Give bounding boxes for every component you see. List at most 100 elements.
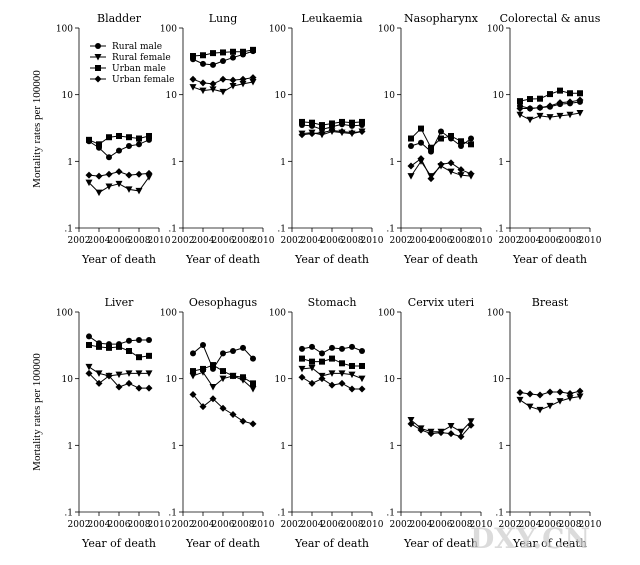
- legend-label: Rural female: [112, 53, 171, 63]
- x-axis-label: Year of death: [403, 537, 478, 550]
- x-tick-label: 2008: [450, 520, 473, 530]
- y-tick-label: .1: [386, 509, 395, 519]
- data-point: [220, 57, 226, 64]
- data-point: [115, 371, 123, 379]
- data-point: [447, 168, 455, 176]
- y-tick-label: 1: [67, 158, 73, 168]
- series-rural-female: [516, 393, 584, 414]
- data-point: [219, 88, 227, 96]
- data-point: [319, 358, 325, 365]
- y-tick-label: 1: [171, 158, 177, 168]
- y-tick-label: 1: [389, 158, 395, 168]
- data-point: [348, 129, 356, 137]
- panel-title: Breast: [532, 296, 569, 309]
- x-tick-label: 2004: [88, 520, 111, 530]
- x-tick-label: 2008: [341, 520, 364, 530]
- data-point: [200, 365, 206, 372]
- data-point: [407, 416, 415, 424]
- data-point: [230, 372, 236, 379]
- data-point: [408, 135, 414, 142]
- y-tick-label: 10: [275, 375, 287, 385]
- x-tick-label: 2010: [579, 236, 602, 246]
- y-axis-label-top: Mortality rates per 100000: [31, 70, 43, 188]
- y-tick-label: .1: [277, 225, 286, 235]
- y-tick-label: .1: [495, 225, 504, 235]
- series-urban-male: [299, 355, 365, 369]
- panel-title: Liver: [105, 296, 135, 309]
- x-tick-label: 2004: [192, 520, 215, 530]
- y-axis-label-bottom: Mortality rates per 100000: [31, 353, 43, 471]
- y-tick-label: 100: [487, 25, 504, 35]
- series-urban-female: [85, 369, 153, 392]
- panels-group: Bladder.111010020022004200620082010Year …: [56, 12, 602, 550]
- data-point: [537, 95, 543, 102]
- data-point: [95, 189, 103, 197]
- data-point: [577, 90, 583, 97]
- data-point: [200, 60, 206, 67]
- data-point: [358, 385, 366, 393]
- x-tick-label: 2010: [361, 236, 384, 246]
- data-point: [250, 46, 256, 53]
- x-axis-label: Year of death: [185, 253, 260, 266]
- data-point: [349, 343, 355, 350]
- data-point: [190, 368, 196, 375]
- data-point: [339, 360, 345, 367]
- data-point: [299, 345, 305, 352]
- data-point: [457, 433, 465, 441]
- data-point: [126, 142, 132, 149]
- data-point: [349, 362, 355, 369]
- data-point: [199, 87, 207, 95]
- legend-marker: [95, 43, 101, 49]
- data-point: [438, 128, 444, 135]
- data-point: [576, 387, 584, 395]
- x-tick-label: 2004: [410, 520, 433, 530]
- x-tick-label: 2008: [232, 236, 255, 246]
- data-point: [199, 403, 207, 411]
- x-tick-label: 2002: [390, 520, 413, 530]
- data-point: [86, 136, 92, 143]
- series-urban-female: [189, 74, 257, 88]
- y-tick-label: .1: [168, 509, 177, 519]
- x-tick-label: 2008: [559, 236, 582, 246]
- data-point: [358, 128, 366, 136]
- data-point: [329, 355, 335, 362]
- data-point: [298, 131, 306, 139]
- x-tick-label: 2004: [519, 236, 542, 246]
- data-point: [427, 175, 435, 183]
- data-point: [95, 379, 103, 387]
- data-point: [408, 142, 414, 149]
- data-point: [467, 418, 475, 425]
- data-point: [135, 170, 143, 178]
- panel-title: Stomach: [308, 296, 357, 309]
- legend-label: Urban female: [112, 75, 174, 85]
- x-tick-label: 2010: [252, 520, 275, 530]
- series-rural-female: [516, 110, 584, 124]
- legend-item: Urban female: [90, 75, 174, 85]
- data-point: [526, 105, 534, 113]
- data-point: [349, 119, 355, 126]
- x-tick-label: 2008: [232, 520, 255, 530]
- panel-title: Cervix uteri: [408, 296, 475, 309]
- data-point: [468, 141, 474, 148]
- data-point: [240, 344, 246, 351]
- data-point: [220, 368, 226, 375]
- panel-title: Nasopharynx: [404, 12, 479, 25]
- data-point: [417, 426, 425, 434]
- y-tick-label: 100: [378, 309, 395, 319]
- y-tick-label: 100: [269, 309, 286, 319]
- y-tick-label: 1: [389, 442, 395, 452]
- data-point: [210, 61, 216, 68]
- data-point: [407, 420, 415, 428]
- series-rural-male: [86, 136, 152, 161]
- data-point: [467, 421, 475, 429]
- data-point: [447, 159, 455, 167]
- legend-item: Urban male: [90, 64, 166, 74]
- x-tick-label: 2008: [341, 236, 364, 246]
- data-point: [467, 170, 475, 178]
- data-point: [125, 171, 133, 179]
- data-point: [339, 118, 345, 125]
- data-point: [576, 110, 584, 117]
- data-point: [298, 365, 306, 373]
- data-point: [438, 135, 444, 142]
